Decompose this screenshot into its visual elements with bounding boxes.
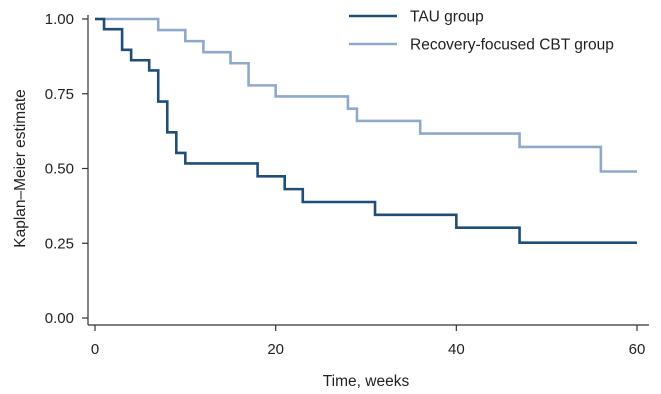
axes (87, 15, 649, 326)
y-axis-ticks: 0.00 0.25 0.50 0.75 1.00 (45, 11, 88, 327)
y-tick-label: 0.25 (45, 235, 74, 252)
x-tick-label: 0 (91, 341, 99, 358)
x-axis-title: Time, weeks (323, 373, 410, 390)
x-tick-label: 60 (629, 341, 646, 358)
x-tick-label: 40 (448, 341, 465, 358)
series-layer (95, 17, 637, 244)
y-tick-label: 0.75 (45, 86, 74, 103)
x-axis-ticks: 0 20 40 60 (91, 325, 646, 358)
y-tick-label: 1.00 (45, 11, 74, 28)
legend: TAU group Recovery-focused CBT group (349, 9, 614, 54)
series-line-recovery-focused-cbt-group (95, 17, 637, 173)
y-tick-label: 0.50 (45, 161, 74, 178)
y-tick-label: 0.00 (45, 310, 74, 327)
series-line-tau-group (95, 17, 637, 244)
legend-label-recovery-focused-cbt-group: Recovery-focused CBT group (410, 37, 614, 54)
y-axis-title: Kaplan–Meier estimate (12, 89, 29, 248)
legend-label-tau-group: TAU group (410, 9, 484, 26)
x-tick-label: 20 (267, 341, 284, 358)
